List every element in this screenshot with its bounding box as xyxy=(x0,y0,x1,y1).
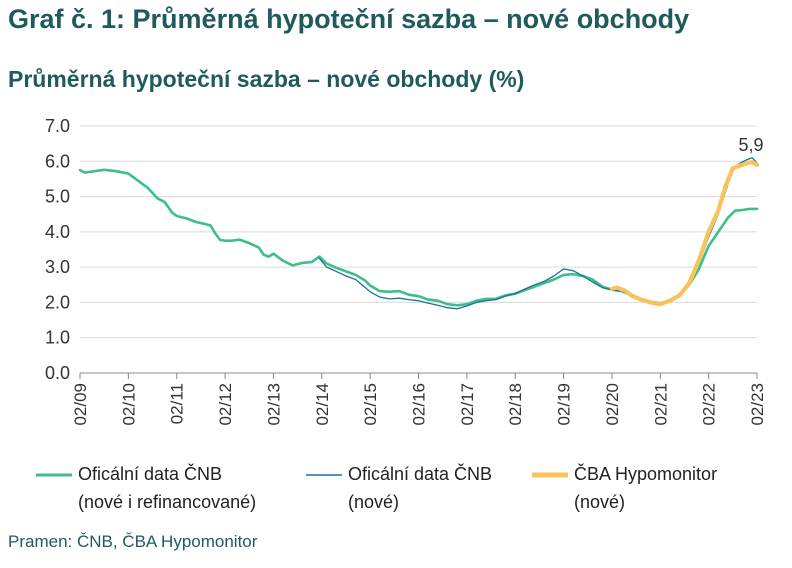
y-axis-ticks: 0.0 1.0 2.0 3.0 4.0 5.0 6.0 7.0 xyxy=(45,116,70,383)
legend-label-cba: ČBA Hypomonitor xyxy=(574,464,718,484)
y-tick-label: 1.0 xyxy=(45,328,70,348)
y-tick-label: 7.0 xyxy=(45,116,70,136)
series-line-cba xyxy=(609,159,760,307)
x-tick-label: 02/20 xyxy=(603,383,622,426)
x-axis-ticks: 02/09 02/10 02/11 02/12 02/13 02/14 02/15 02/16… xyxy=(71,373,767,426)
grid-lines xyxy=(80,125,757,339)
line-chart: 0.0 1.0 2.0 3.0 4.0 5.0 6.0 7.0 02/09 02/10 02/11… xyxy=(45,116,767,426)
legend-swatch-cba xyxy=(532,472,568,478)
y-tick-label: 3.0 xyxy=(45,257,70,277)
page-title: Graf č. 1: Průměrná hypoteční sazba – no… xyxy=(8,4,690,34)
y-tick-label: 2.0 xyxy=(45,292,70,312)
x-tick-label: 02/16 xyxy=(410,383,429,426)
x-tick-label: 02/18 xyxy=(506,383,525,426)
x-tick-label: 02/22 xyxy=(700,383,719,426)
series-line-cnb-all xyxy=(78,168,759,307)
y-tick-label: 5.0 xyxy=(45,187,70,207)
x-tick-label: 02/11 xyxy=(168,383,187,424)
chart-title: Průměrná hypoteční sazba – nové obchody … xyxy=(8,66,525,92)
x-tick-label: 02/17 xyxy=(458,383,477,426)
annotation-label: 5,9 xyxy=(738,135,763,155)
legend-sublabel-cba: (nové) xyxy=(574,492,626,512)
x-tick-label: 02/19 xyxy=(555,383,574,426)
x-tick-label: 02/09 xyxy=(71,383,90,426)
x-tick-label: 02/13 xyxy=(264,383,283,426)
x-tick-label: 02/14 xyxy=(313,383,332,426)
series-lines xyxy=(78,157,760,310)
source-note: Pramen: ČNB, ČBA Hypomonitor xyxy=(8,532,258,551)
x-tick-label: 02/10 xyxy=(119,383,138,426)
y-tick-label: 6.0 xyxy=(45,151,70,171)
x-tick-label: 02/15 xyxy=(361,383,380,426)
legend-sublabel-cnb-all: (nové i refinancované) xyxy=(78,492,257,512)
y-tick-label: 0.0 xyxy=(45,363,70,383)
x-tick-label: 02/21 xyxy=(651,383,670,426)
x-tick-label: 02/12 xyxy=(216,383,235,426)
x-tick-label: 02/23 xyxy=(748,383,767,426)
legend-swatch-cnb-new xyxy=(306,474,342,476)
y-tick-label: 4.0 xyxy=(45,222,70,242)
legend-label-cnb-new: Oficální data ČNB xyxy=(348,464,493,484)
legend-label-cnb-all: Oficální data ČNB xyxy=(78,464,223,484)
legend: Oficální data ČNB (nové i refinancované)… xyxy=(0,460,792,520)
legend-sublabel-cnb-new: (nové) xyxy=(348,492,400,512)
legend-swatch-cnb-all xyxy=(36,473,72,477)
